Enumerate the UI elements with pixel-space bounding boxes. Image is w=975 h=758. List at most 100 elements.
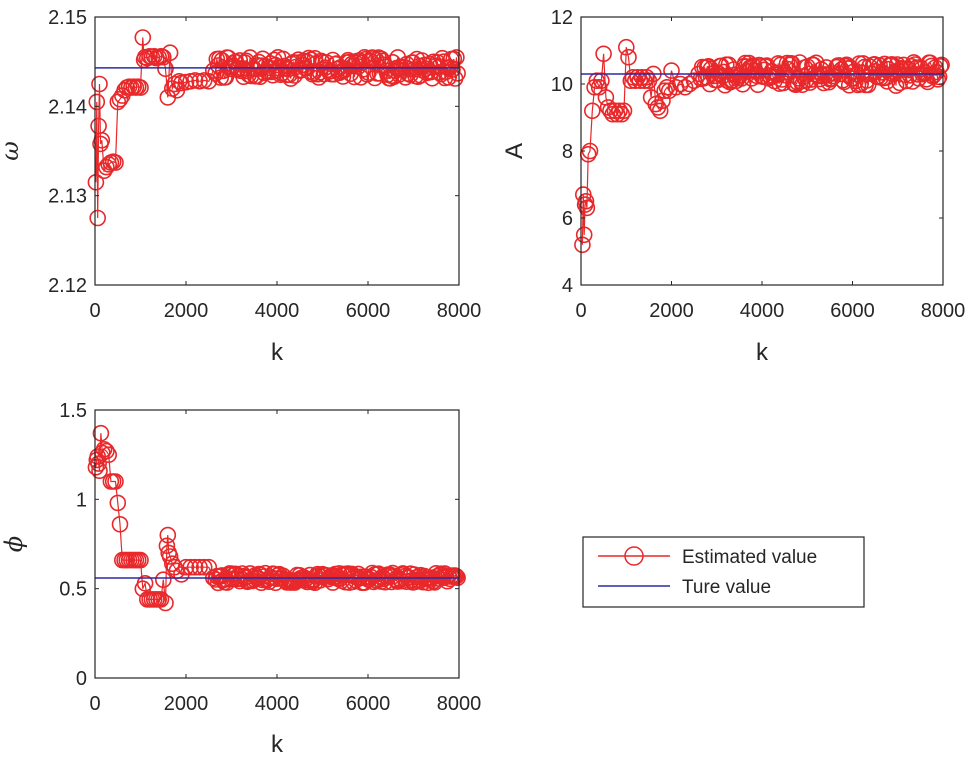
legend-true-label: Ture value xyxy=(682,577,771,598)
amplitude-x-tick-label: 8000 xyxy=(921,300,966,322)
phi-x-axis-label: k xyxy=(271,731,284,758)
omega-estimated-point xyxy=(100,156,117,173)
omega-x-tick-label: 6000 xyxy=(346,300,391,322)
omega-estimated-point xyxy=(161,44,179,62)
phi-estimated-point xyxy=(109,494,127,512)
amplitude-estimated-point xyxy=(656,82,674,99)
omega-estimated-point xyxy=(87,174,105,191)
phi-y-tick-label: 1 xyxy=(76,489,87,511)
phi-estimated-point xyxy=(87,458,105,476)
omega-estimated-point xyxy=(449,65,466,82)
omega-x-tick-label: 0 xyxy=(89,300,100,322)
amplitude-estimated-point xyxy=(595,45,612,63)
amplitude-estimated-point xyxy=(611,102,628,120)
phi-estimated-point xyxy=(186,558,204,576)
omega-estimated-point xyxy=(93,132,111,149)
amplitude-estimated-point xyxy=(617,38,635,56)
phi-estimated-series xyxy=(87,424,466,612)
amplitude-y-tick-label: 6 xyxy=(562,208,573,230)
phi-estimated-point xyxy=(132,551,149,569)
omega-ticks: 0 2000 4000 6000 8000 2.12 2.13 2.14 2.15 xyxy=(48,7,481,322)
omega-estimated-point xyxy=(211,50,228,68)
phi-estimated-point xyxy=(91,462,108,480)
phi-estimated-point xyxy=(195,558,213,576)
phi-estimated-point xyxy=(161,548,179,565)
phi-estimated-point xyxy=(158,537,176,555)
amplitude-estimated-point xyxy=(819,67,836,84)
amplitude-y-tick-label: 4 xyxy=(562,275,573,297)
omega-estimated-series xyxy=(87,29,466,227)
phi-estimated-point xyxy=(191,558,208,576)
omega-x-tick-label: 4000 xyxy=(255,300,300,322)
phi-estimated-point xyxy=(100,446,117,464)
omega-x-tick-label: 8000 xyxy=(437,300,482,322)
phi-estimated-point xyxy=(90,455,107,472)
omega-estimated-point xyxy=(132,79,149,96)
omega-estimated-point xyxy=(448,49,465,66)
amplitude-y-tick-label: 10 xyxy=(551,74,573,96)
omega-y-tick-label: 2.12 xyxy=(48,275,87,297)
omega-estimated-point xyxy=(134,29,152,46)
amplitude-x-tick-label: 2000 xyxy=(649,300,694,322)
omega-estimated-point xyxy=(157,60,174,78)
chart-amplitude: 0 2000 4000 6000 8000 4 6 8 10 12 k A xyxy=(501,7,965,366)
amplitude-estimated-series xyxy=(574,38,950,254)
amplitude-estimated-point xyxy=(574,236,591,254)
phi-estimated-point xyxy=(159,526,177,544)
phi-estimated-point xyxy=(152,591,170,608)
amplitude-estimated-point xyxy=(769,55,787,72)
omega-estimated-point xyxy=(444,61,461,78)
phi-y-tick-label: 0.5 xyxy=(59,579,87,601)
omega-estimated-point xyxy=(89,209,106,227)
amplitude-estimated-point xyxy=(583,102,601,120)
amplitude-estimated-point xyxy=(933,56,950,74)
phi-estimated-point xyxy=(92,424,110,442)
legend-estimated-marker-icon xyxy=(624,546,644,566)
amplitude-estimated-point xyxy=(577,193,595,210)
amplitude-estimated-point xyxy=(833,61,850,78)
amplitude-estimated-point xyxy=(651,102,669,120)
amplitude-estimated-point xyxy=(663,62,680,79)
phi-x-tick-label: 8000 xyxy=(437,693,482,715)
amplitude-x-tick-label: 6000 xyxy=(830,300,875,322)
amplitude-y-tick-label: 12 xyxy=(551,7,573,29)
omega-estimated-point xyxy=(344,57,362,75)
phi-estimated-point xyxy=(157,594,174,612)
amplitude-estimated-point xyxy=(620,48,637,66)
phi-estimated-point xyxy=(107,473,124,490)
amplitude-estimated-line xyxy=(581,47,943,245)
omega-y-tick-label: 2.14 xyxy=(48,96,87,118)
amplitude-estimated-point xyxy=(615,102,633,120)
amplitude-ticks: 0 2000 4000 6000 8000 4 6 8 10 12 xyxy=(551,7,966,322)
amplitude-x-tick-label: 4000 xyxy=(740,300,785,322)
legend: Estimated value Ture value xyxy=(582,536,865,608)
amplitude-estimated-point xyxy=(578,199,596,217)
phi-estimated-point xyxy=(136,574,154,592)
omega-estimated-point xyxy=(170,73,188,90)
phi-y-tick-label: 0 xyxy=(76,668,87,690)
chart-phi: 0 2000 4000 6000 8000 0 0.5 1 1.5 k ϕ xyxy=(0,400,481,758)
phi-estimated-point xyxy=(98,442,115,460)
amplitude-estimated-point xyxy=(883,56,901,73)
phi-estimated-point xyxy=(95,440,113,458)
omega-estimated-point xyxy=(88,93,106,111)
omega-estimated-point xyxy=(107,154,124,171)
amplitude-estimated-point xyxy=(613,105,631,123)
omega-y-tick-label: 2.15 xyxy=(48,7,87,29)
omega-y-tick-label: 2.13 xyxy=(48,186,87,208)
phi-ticks: 0 2000 4000 6000 8000 0 0.5 1 1.5 xyxy=(59,400,481,715)
omega-estimated-point xyxy=(360,64,377,81)
amplitude-y-axis-label: A xyxy=(501,143,528,159)
amplitude-x-axis-label: k xyxy=(756,339,769,366)
omega-estimated-point xyxy=(340,53,358,71)
phi-estimated-point xyxy=(182,558,199,576)
amplitude-x-tick-label: 0 xyxy=(575,300,586,322)
omega-estimated-point xyxy=(91,75,108,93)
phi-estimated-point xyxy=(155,571,172,589)
phi-estimated-point xyxy=(111,515,129,533)
phi-y-axis-label: ϕ xyxy=(0,536,28,552)
chart-omega: 0 2000 4000 6000 8000 2.12 2.13 2.14 2.15 k ω xyxy=(0,7,481,366)
phi-estimated-point xyxy=(448,567,465,585)
amplitude-y-tick-label: 8 xyxy=(562,141,573,163)
